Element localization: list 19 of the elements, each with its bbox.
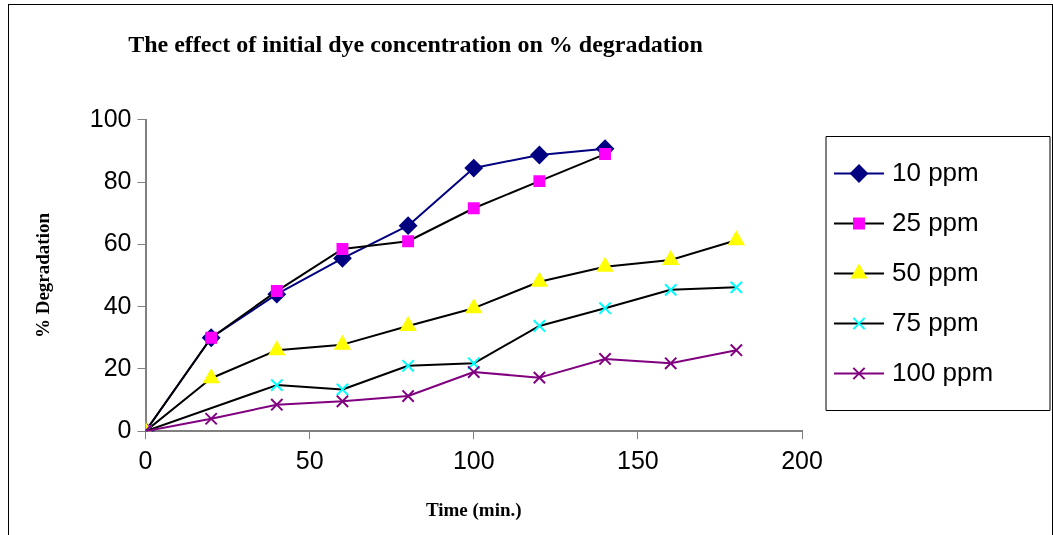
y-tick-label: 60 [103,228,132,257]
legend-label: 75 ppm [892,306,979,337]
x-tick-label: 150 [617,446,659,475]
legend-label: 10 ppm [892,156,979,187]
chart-title: The effect of initial dye concentration on % degradation [128,30,703,57]
legend-label: 100 ppm [892,356,994,387]
legend-label: 25 ppm [892,206,979,237]
y-tick-label: 100 [89,103,132,132]
x-tick-label: 100 [452,446,495,475]
x-tick-label: 200 [781,446,823,475]
x-axis-title: Time (min.) [425,498,522,521]
y-tick-label: 40 [103,290,132,319]
y-tick-label: 80 [103,165,132,194]
y-tick-label: 0 [117,415,132,444]
legend-label: 50 ppm [892,256,979,287]
x-tick-label: 50 [295,446,324,475]
y-axis-title: % Degradation [32,212,54,339]
x-tick-label: 0 [138,446,153,475]
y-tick-label: 20 [103,352,132,381]
